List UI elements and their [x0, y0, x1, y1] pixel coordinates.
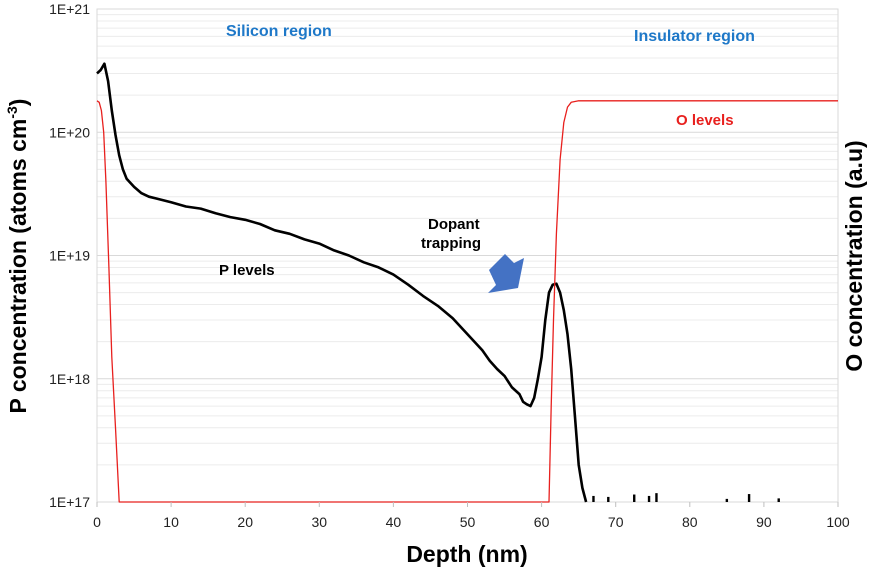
x-tick-label: 90	[756, 514, 772, 530]
o-levels-line	[96, 100, 838, 503]
x-tick-label: 80	[682, 514, 698, 530]
series-layer	[96, 62, 838, 503]
y-tick-label: 1E+20	[49, 124, 90, 140]
y-tick-label: 1E+18	[49, 371, 90, 387]
p-levels-line	[96, 62, 588, 503]
insulator-region-label: Insulator region	[634, 28, 755, 45]
y-tick-label: 1E+17	[49, 494, 90, 510]
grid-lines	[97, 8, 838, 503]
x-tick-label: 20	[237, 514, 253, 530]
y-axis-right-title: O concentration (a.u)	[841, 140, 867, 371]
y-axis-left-title: P concentration (atoms cm-3)	[4, 99, 31, 414]
x-tick-label: 60	[534, 514, 550, 530]
x-tick-label: 10	[163, 514, 179, 530]
x-axis-title: Depth (nm)	[406, 541, 527, 567]
x-tick-label: 70	[608, 514, 624, 530]
dopant-trapping-arrow-icon	[488, 254, 524, 293]
x-tick-label: 40	[386, 514, 402, 530]
y-axis-left-title-sup: -3	[4, 106, 20, 119]
x-tick-label: 0	[93, 514, 101, 530]
x-tick-label: 100	[826, 514, 850, 530]
o-levels-label: O levels	[676, 112, 734, 129]
x-tick-label: 30	[312, 514, 328, 530]
y-axis-left-title-main: P concentration (atoms cm	[5, 119, 31, 414]
y-axis-left-title-tail: )	[5, 99, 31, 107]
dopant-trapping-label-line2: trapping	[421, 235, 481, 252]
silicon-region-label: Silicon region	[226, 23, 332, 40]
dopant-trapping-label-line1: Dopant	[428, 216, 480, 233]
y-tick-label: 1E+19	[49, 248, 90, 264]
tick-labels: 1E+17 1E+18 1E+19 1E+20 1E+21 0 10 20 30 40 50 60 70…	[49, 1, 850, 530]
y-tick-label: 1E+21	[49, 1, 90, 17]
p-levels-label: P levels	[219, 262, 275, 279]
x-tick-label: 50	[460, 514, 476, 530]
